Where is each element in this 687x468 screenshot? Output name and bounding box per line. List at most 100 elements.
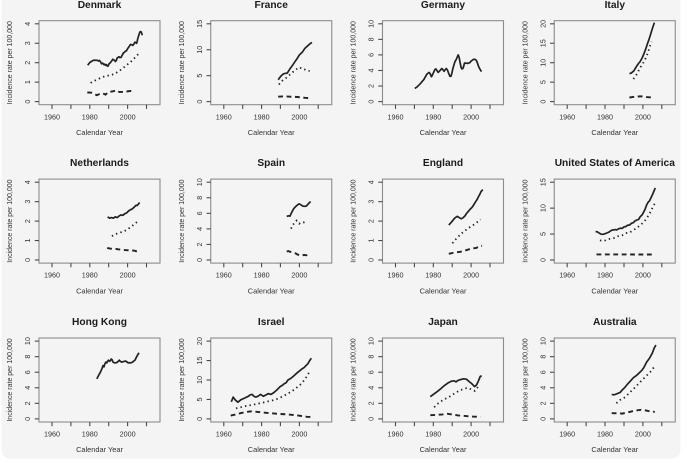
svg-text:Spain: Spain bbox=[257, 158, 285, 169]
svg-text:Israel: Israel bbox=[258, 317, 285, 328]
svg-text:0: 0 bbox=[367, 258, 376, 262]
svg-text:15: 15 bbox=[539, 178, 548, 186]
svg-text:10: 10 bbox=[195, 376, 204, 384]
svg-text:1980: 1980 bbox=[425, 112, 441, 121]
svg-text:6: 6 bbox=[367, 370, 376, 374]
svg-text:1980: 1980 bbox=[82, 112, 98, 121]
svg-text:Hong Kong: Hong Kong bbox=[72, 317, 127, 328]
svg-text:10: 10 bbox=[367, 20, 376, 28]
svg-text:2: 2 bbox=[367, 401, 376, 405]
svg-text:10: 10 bbox=[23, 337, 32, 345]
svg-text:15: 15 bbox=[195, 20, 204, 28]
svg-text:Incidence rate per 100,000: Incidence rate per 100,000 bbox=[523, 21, 530, 104]
svg-text:20: 20 bbox=[195, 337, 204, 345]
svg-text:Incidence rate per 100,000: Incidence rate per 100,000 bbox=[7, 338, 14, 421]
svg-text:1980: 1980 bbox=[597, 271, 613, 280]
svg-text:5: 5 bbox=[539, 232, 548, 236]
svg-text:Incidence rate per 100,000: Incidence rate per 100,000 bbox=[7, 21, 14, 104]
svg-text:10: 10 bbox=[539, 204, 548, 212]
svg-text:8: 8 bbox=[23, 355, 32, 359]
svg-text:8: 8 bbox=[367, 355, 376, 359]
svg-text:Calendar Year: Calendar Year bbox=[420, 128, 467, 137]
svg-text:8: 8 bbox=[367, 37, 376, 41]
svg-text:Incidence rate per 100,000: Incidence rate per 100,000 bbox=[351, 179, 358, 262]
svg-text:10: 10 bbox=[539, 337, 548, 345]
svg-text:Denmark: Denmark bbox=[78, 0, 122, 11]
svg-text:1980: 1980 bbox=[254, 430, 270, 439]
svg-text:15: 15 bbox=[539, 39, 548, 47]
svg-text:1960: 1960 bbox=[388, 430, 404, 439]
svg-text:4: 4 bbox=[539, 386, 548, 390]
svg-text:1980: 1980 bbox=[254, 112, 270, 121]
svg-text:Calendar Year: Calendar Year bbox=[76, 128, 123, 137]
svg-text:4: 4 bbox=[195, 227, 204, 231]
svg-text:6: 6 bbox=[195, 211, 204, 215]
svg-text:1980: 1980 bbox=[82, 271, 98, 280]
svg-text:0: 0 bbox=[195, 258, 204, 262]
svg-text:Incidence rate per 100,000: Incidence rate per 100,000 bbox=[351, 338, 358, 421]
svg-text:8: 8 bbox=[539, 355, 548, 359]
svg-text:Incidence rate per 100,000: Incidence rate per 100,000 bbox=[179, 338, 186, 421]
svg-text:1980: 1980 bbox=[254, 271, 270, 280]
svg-text:1960: 1960 bbox=[216, 271, 232, 280]
svg-text:2: 2 bbox=[539, 401, 548, 405]
svg-text:1960: 1960 bbox=[559, 112, 575, 121]
svg-text:1980: 1980 bbox=[425, 271, 441, 280]
svg-text:2000: 2000 bbox=[463, 430, 479, 439]
svg-text:2000: 2000 bbox=[635, 430, 651, 439]
svg-text:Incidence rate per 100,000: Incidence rate per 100,000 bbox=[7, 179, 14, 262]
svg-text:15: 15 bbox=[195, 357, 204, 365]
svg-text:2000: 2000 bbox=[291, 430, 307, 439]
svg-text:0: 0 bbox=[539, 258, 548, 262]
svg-text:2000: 2000 bbox=[463, 112, 479, 121]
svg-text:Incidence rate per 100,000: Incidence rate per 100,000 bbox=[523, 179, 530, 262]
svg-text:2000: 2000 bbox=[635, 271, 651, 280]
svg-text:20: 20 bbox=[539, 20, 548, 28]
svg-text:3: 3 bbox=[367, 200, 376, 204]
svg-text:4: 4 bbox=[367, 386, 376, 390]
svg-text:2: 2 bbox=[23, 61, 32, 65]
svg-text:2: 2 bbox=[23, 401, 32, 405]
svg-text:10: 10 bbox=[195, 178, 204, 186]
svg-text:0: 0 bbox=[367, 100, 376, 104]
svg-text:Calendar Year: Calendar Year bbox=[591, 286, 638, 295]
svg-text:Germany: Germany bbox=[421, 0, 466, 11]
svg-text:1960: 1960 bbox=[559, 430, 575, 439]
svg-text:6: 6 bbox=[23, 370, 32, 374]
svg-text:Calendar Year: Calendar Year bbox=[420, 445, 467, 454]
svg-text:2: 2 bbox=[367, 219, 376, 223]
svg-text:5: 5 bbox=[539, 80, 548, 84]
svg-text:2: 2 bbox=[367, 84, 376, 88]
svg-text:1960: 1960 bbox=[44, 112, 60, 121]
svg-text:10: 10 bbox=[195, 46, 204, 54]
svg-text:France: France bbox=[254, 0, 288, 11]
svg-text:Calendar Year: Calendar Year bbox=[76, 286, 123, 295]
svg-text:0: 0 bbox=[367, 417, 376, 421]
svg-text:0: 0 bbox=[23, 417, 32, 421]
svg-text:3: 3 bbox=[23, 200, 32, 204]
svg-text:8: 8 bbox=[195, 196, 204, 200]
svg-text:1960: 1960 bbox=[216, 112, 232, 121]
svg-text:6: 6 bbox=[539, 370, 548, 374]
svg-text:0: 0 bbox=[539, 100, 548, 104]
svg-text:1980: 1980 bbox=[597, 430, 613, 439]
svg-text:4: 4 bbox=[23, 180, 32, 184]
svg-text:4: 4 bbox=[367, 68, 376, 72]
svg-text:Calendar Year: Calendar Year bbox=[248, 286, 295, 295]
svg-text:10: 10 bbox=[539, 59, 548, 67]
svg-text:5: 5 bbox=[195, 74, 204, 78]
svg-text:6: 6 bbox=[367, 53, 376, 57]
svg-text:Australia: Australia bbox=[593, 317, 637, 328]
svg-text:1980: 1980 bbox=[597, 112, 613, 121]
svg-text:1: 1 bbox=[367, 239, 376, 243]
svg-text:United States of America: United States of America bbox=[555, 158, 676, 169]
svg-text:Incidence rate per 100,000: Incidence rate per 100,000 bbox=[179, 21, 186, 104]
svg-text:0: 0 bbox=[539, 417, 548, 421]
svg-text:3: 3 bbox=[23, 41, 32, 45]
svg-text:2: 2 bbox=[23, 219, 32, 223]
svg-text:2000: 2000 bbox=[291, 271, 307, 280]
svg-text:1980: 1980 bbox=[82, 430, 98, 439]
svg-text:Calendar Year: Calendar Year bbox=[591, 445, 638, 454]
svg-text:1: 1 bbox=[23, 239, 32, 243]
svg-text:Incidence rate per 100,000: Incidence rate per 100,000 bbox=[351, 21, 358, 104]
